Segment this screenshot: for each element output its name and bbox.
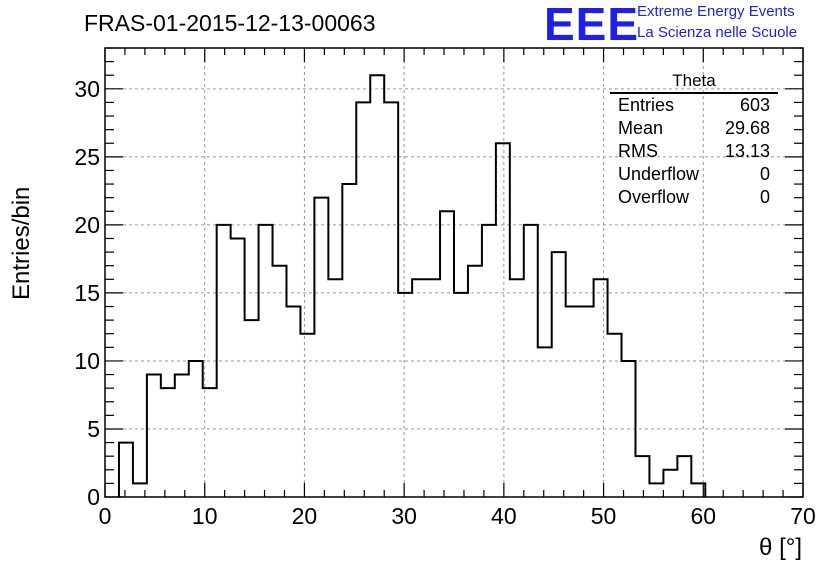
histogram-bin	[314, 198, 328, 497]
histogram-bin	[231, 238, 245, 497]
histogram-bars	[117, 74, 707, 497]
histogram-bin	[370, 75, 384, 497]
histogram-bin	[342, 184, 356, 497]
stats-row-rms: RMS 13.13	[610, 140, 778, 163]
stats-value: 13.13	[724, 141, 770, 161]
histogram-bin	[496, 143, 510, 497]
x-axis-label: θ [°]	[759, 534, 802, 561]
stats-label: Underflow	[618, 164, 700, 184]
logo-line-2: La Scienza nelle Scuole	[637, 24, 798, 41]
histogram-bin	[398, 293, 412, 497]
histogram-bin	[454, 293, 468, 497]
stats-value: 0	[759, 164, 770, 184]
histogram-bin	[412, 279, 426, 497]
x-tick-label: 0	[99, 503, 112, 529]
histogram-bin	[622, 361, 636, 497]
histogram-bin	[580, 307, 594, 497]
x-tick-label: 40	[491, 503, 517, 529]
histogram-bin	[566, 307, 580, 497]
histogram-bin	[426, 279, 440, 497]
histogram-bin	[203, 388, 217, 497]
x-tick-label: 30	[391, 503, 417, 529]
histogram-bin	[524, 225, 538, 497]
x-tick-label: 20	[292, 503, 318, 529]
stats-label: RMS	[618, 141, 658, 161]
stats-value: 29.68	[724, 118, 770, 138]
histogram-bin	[161, 388, 175, 497]
stats-label: Entries	[618, 95, 675, 115]
histogram-bin	[189, 361, 203, 497]
stats-value: 603	[739, 95, 770, 115]
stats-box: Theta Entries 603 Mean 29.68 RMS 13.13 U…	[610, 70, 778, 209]
histogram-bin	[300, 334, 314, 497]
stats-row-underflow: Underflow 0	[610, 163, 778, 186]
histogram-bin	[273, 266, 287, 497]
chart-title: FRAS-01-2015-12-13-00063	[84, 10, 376, 36]
histogram-bin	[538, 347, 552, 497]
histogram-bin	[552, 252, 566, 497]
histogram-bin	[217, 225, 231, 497]
x-tick-label: 50	[591, 503, 617, 529]
stats-row-overflow: Overflow 0	[610, 186, 778, 209]
histogram-bin	[328, 279, 342, 497]
stats-row-mean: Mean 29.68	[610, 117, 778, 140]
x-tick-label: 10	[192, 503, 218, 529]
y-tick-label: 5	[87, 416, 100, 442]
plot-frame	[104, 47, 804, 498]
histogram-bin	[147, 375, 161, 497]
histogram-bin	[119, 443, 133, 497]
histogram-bin	[663, 470, 677, 497]
histogram-outline	[117, 74, 707, 497]
histogram-bin	[175, 375, 189, 497]
y-tick-label: 0	[87, 484, 100, 510]
histogram-bin	[649, 483, 663, 497]
stats-value: 0	[759, 187, 770, 207]
y-tick-label: 30	[74, 76, 100, 102]
histogram-bin	[510, 279, 524, 497]
stats-row-entries: Entries 603	[610, 94, 778, 117]
histogram-bin	[245, 320, 259, 497]
histogram-bin	[608, 334, 622, 497]
histogram-bin	[594, 279, 608, 497]
x-tick-label: 70	[790, 503, 816, 529]
x-tick-label: 60	[690, 503, 716, 529]
histogram-bin	[482, 225, 496, 497]
histogram-bin	[677, 456, 691, 497]
eee-logo: EEE	[544, 0, 640, 50]
y-tick-label: 20	[74, 212, 100, 238]
y-tick-label: 25	[74, 144, 100, 170]
stats-label: Overflow	[618, 187, 690, 207]
histogram-bin	[468, 266, 482, 497]
stats-label: Mean	[618, 118, 664, 138]
logo-line-1: Extreme Energy Events	[637, 3, 795, 20]
histogram-bin	[635, 456, 649, 497]
stats-title: Theta	[610, 70, 778, 94]
histogram-bin	[286, 307, 300, 497]
histogram-bin	[259, 225, 273, 497]
y-tick-label: 10	[74, 348, 100, 374]
histogram-bin	[440, 211, 454, 497]
histogram-bin	[356, 102, 370, 497]
y-tick-label: 15	[74, 280, 100, 306]
axes: 0 10 20 30 40 50 60 70 0 5 10 15 20 25 30	[74, 47, 816, 529]
histogram-bin	[384, 102, 398, 497]
